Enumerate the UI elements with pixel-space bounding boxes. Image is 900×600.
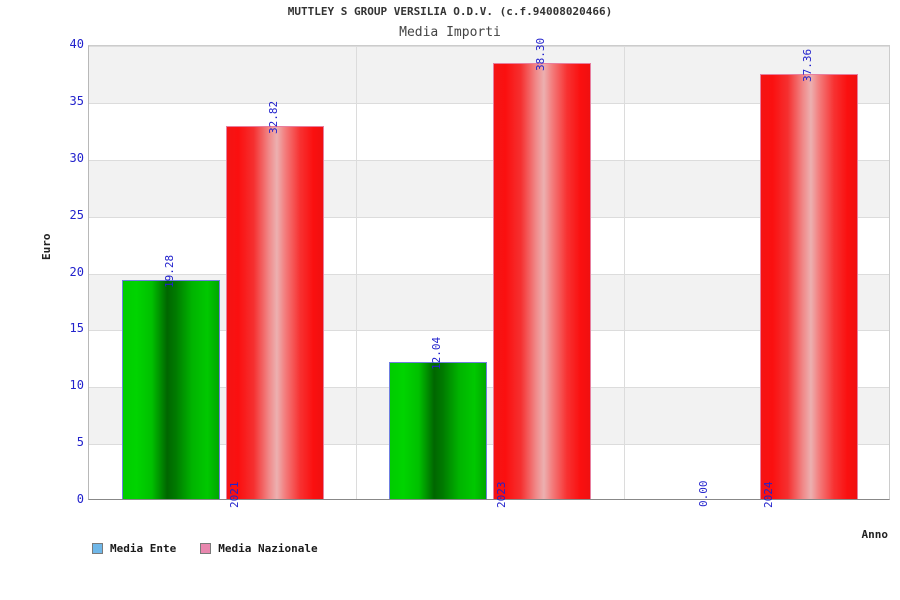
x-axis-tick-label: 2024: [762, 481, 776, 509]
legend-item-media-nazionale[interactable]: Media Nazionale: [200, 542, 318, 555]
grid-band: [89, 46, 889, 103]
value-label: 19.28: [162, 254, 176, 288]
gridline-horizontal: [89, 387, 889, 388]
bar-media-nazionale-2023[interactable]: [493, 63, 591, 499]
legend-swatch-icon: [200, 543, 212, 554]
legend-swatch-icon: [92, 543, 103, 554]
y-axis-tick-label: 15: [69, 321, 84, 336]
gridline-vertical: [624, 46, 625, 499]
chart-subtitle: Media Importi: [399, 25, 501, 40]
gridline-horizontal: [89, 217, 889, 218]
bar-media-ente-2021[interactable]: [121, 279, 220, 499]
value-label: 0.00: [697, 480, 711, 508]
x-axis-tick-label: 2023: [495, 481, 508, 509]
y-axis-tick-label: 20: [69, 264, 84, 279]
grid-band: [89, 159, 889, 217]
gridline-vertical: [356, 46, 357, 499]
value-label: 32.82: [266, 100, 280, 134]
gridline-horizontal: [89, 160, 889, 161]
bar-media-nazionale-2021[interactable]: [225, 125, 324, 499]
gridline-horizontal: [89, 330, 889, 331]
value-label: 38.30: [534, 38, 547, 72]
grid-band: [89, 387, 889, 445]
gridline-horizontal: [89, 274, 889, 275]
x-axis-tick-label: 2021: [227, 481, 241, 509]
gridline-horizontal: [89, 444, 889, 445]
y-axis-tick-label: 40: [69, 37, 84, 51]
legend-label: Media Nazionale: [218, 542, 318, 555]
bar-media-ente-2023[interactable]: [389, 362, 487, 499]
grid-band: [89, 273, 889, 331]
y-axis-ticks: 0 5 10 15 20 25 30 35 40: [0, 37, 84, 506]
plot-area: [88, 45, 890, 500]
value-label: 12.04: [430, 336, 443, 371]
y-axis-tick-label: 5: [76, 435, 84, 450]
y-axis-tick-label: 30: [69, 150, 84, 165]
y-axis-label: Euro: [40, 233, 53, 261]
value-label: 37.36: [801, 48, 815, 83]
chart-legend: Media Ente Media Nazionale: [92, 542, 318, 555]
y-axis-tick-label: 0: [76, 492, 84, 506]
gridline-horizontal: [89, 103, 889, 104]
bar-media-nazionale-2024[interactable]: [760, 74, 859, 499]
y-axis-tick-label: 25: [69, 207, 84, 222]
y-axis-tick-label: 10: [69, 378, 84, 393]
y-axis-tick-label: 35: [69, 93, 84, 108]
legend-item-media-ente[interactable]: Media Ente: [92, 542, 176, 555]
chart-title: MUTTLEY S GROUP VERSILIA O.D.V. (c.f.940…: [287, 5, 613, 18]
legend-label: Media Ente: [110, 542, 177, 555]
gridline-horizontal: [89, 46, 889, 47]
x-axis-label: Anno: [861, 528, 889, 541]
